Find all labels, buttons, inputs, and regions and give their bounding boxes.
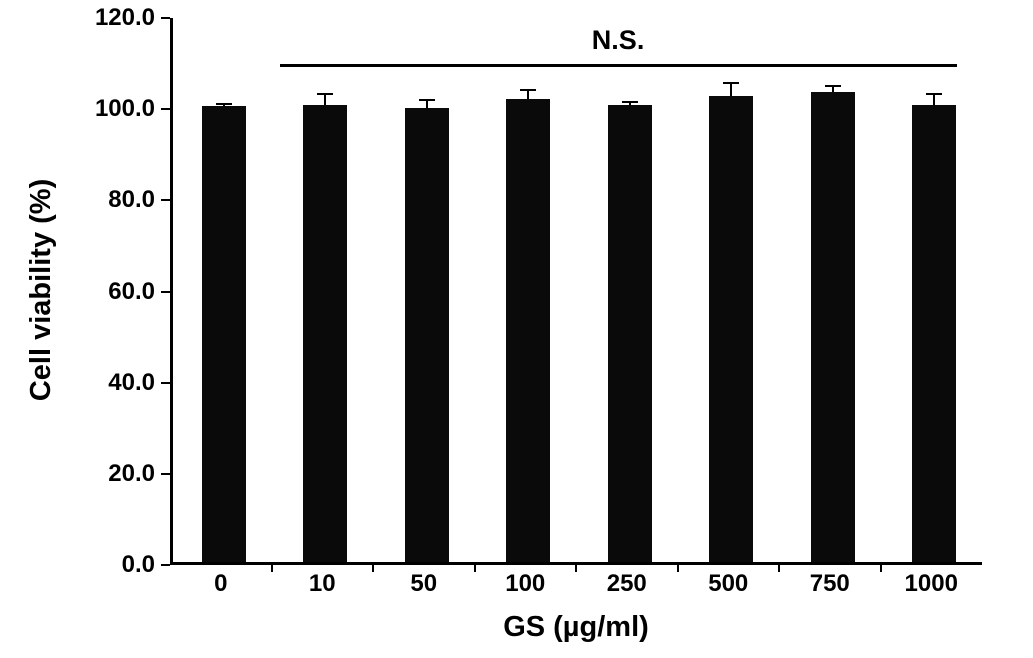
ns-significance-line (279, 63, 957, 67)
x-tick-label: 50 (410, 570, 438, 597)
error-bar-cap (418, 99, 435, 102)
y-tick-mark (161, 564, 170, 566)
bar-750 (810, 91, 855, 562)
error-bar-cap (621, 100, 638, 103)
bar-10 (303, 105, 348, 562)
bar-100 (506, 99, 551, 562)
bar-250 (607, 105, 652, 562)
bar-1000 (912, 105, 957, 562)
x-tick-mark (778, 565, 780, 572)
error-bar (425, 99, 428, 108)
y-tick-label: 80.0 (108, 186, 155, 214)
bar-0 (201, 106, 246, 562)
y-tick-mark (161, 199, 170, 202)
x-tick-label: 250 (606, 570, 647, 597)
y-tick-label: 120.0 (94, 4, 155, 31)
x-tick-label: 0 (214, 570, 228, 597)
x-tick-mark (473, 565, 476, 572)
error-bar-cap (926, 92, 943, 95)
x-tick-label: 10 (308, 570, 336, 597)
y-tick-mark (161, 17, 170, 19)
error-bar (831, 84, 834, 92)
error-bar (324, 92, 327, 106)
y-axis-label: Cell viability (%) (25, 178, 58, 402)
error-bar-cap (317, 92, 334, 95)
y-tick-label: 0.0 (121, 551, 155, 578)
x-tick-mark (879, 565, 882, 572)
x-tick-mark (575, 565, 577, 572)
x-axis-label: GS (µg/ml) (503, 611, 649, 643)
y-tick-mark (161, 290, 170, 293)
x-tick-label: 750 (809, 570, 850, 597)
plot-area: N.S. (170, 18, 982, 565)
error-bar-cap (824, 84, 841, 87)
y-tick-label: 20.0 (108, 459, 155, 487)
error-bar-cap (723, 81, 740, 84)
bar-500 (709, 96, 754, 562)
x-tick-mark (270, 565, 273, 572)
error-bar-cap (215, 102, 232, 105)
x-tick-mark (372, 565, 374, 572)
ns-label: N.S. (591, 24, 645, 55)
y-tick-label: 60.0 (108, 277, 155, 305)
error-bar-cap (520, 89, 537, 92)
x-tick-label: 100 (505, 570, 546, 597)
y-tick-mark (161, 108, 170, 111)
error-bar (933, 92, 936, 106)
x-tick-label: 1000 (904, 570, 958, 597)
y-tick-label: 100.0 (94, 95, 155, 123)
error-bar (628, 100, 631, 106)
y-tick-label: 40.0 (108, 368, 155, 396)
x-tick-label: 500 (708, 570, 749, 597)
y-tick-mark (161, 472, 170, 475)
y-tick-mark (161, 381, 170, 384)
bar-50 (404, 107, 449, 562)
error-bar (527, 89, 530, 100)
error-bar (730, 81, 733, 97)
x-tick-mark (676, 565, 679, 572)
